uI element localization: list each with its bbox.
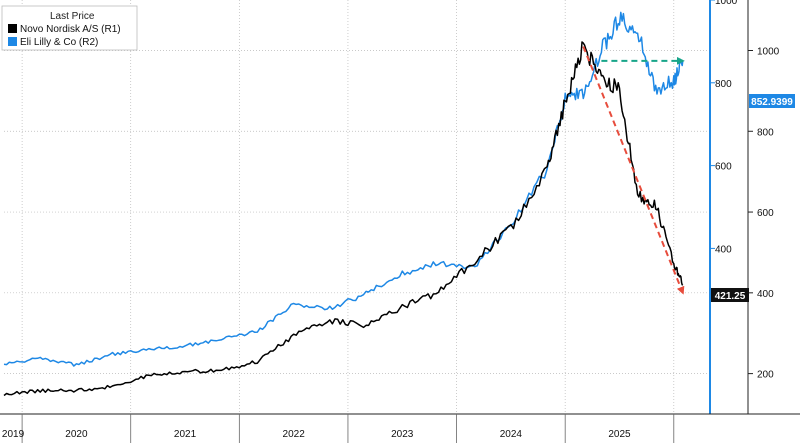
series-line-lilly: [3, 11, 684, 367]
tick-label-r2: 200: [757, 370, 774, 381]
year-label: 2019: [2, 429, 25, 440]
year-label: 2024: [500, 429, 523, 440]
year-label: 2020: [65, 429, 88, 440]
year-label: 2023: [391, 429, 414, 440]
last-value-tag-lilly: 852.9399: [749, 94, 795, 108]
series-layer: [3, 11, 684, 397]
legend: Last Price Novo Nordisk A/S (R1) Eli Lil…: [1, 5, 138, 51]
last-value-lilly: 852.9399: [751, 97, 793, 108]
grid-lines: [4, 0, 710, 414]
series-line-novo: [3, 41, 684, 397]
year-label: 2022: [283, 429, 306, 440]
tick-label-r1: 1000: [715, 0, 738, 7]
year-label: 2025: [608, 429, 631, 440]
legend-title: Last Price: [50, 11, 95, 22]
tick-label-r2: 600: [757, 208, 774, 219]
legend-label-novo: Novo Nordisk A/S (R1): [20, 24, 121, 35]
tick-label-r2: 400: [757, 289, 774, 300]
tick-label-r1: 400: [715, 244, 732, 255]
tick-label-r2: 1000: [757, 46, 780, 57]
legend-label-lilly: Eli Lilly & Co (R2): [20, 37, 98, 48]
annotation-trend-arrow: [582, 46, 685, 295]
last-value-novo: 421.25: [715, 291, 746, 302]
last-value-tag-novo: 421.25: [711, 288, 749, 302]
legend-swatch-lilly: [8, 37, 17, 46]
annotation-layer: [582, 46, 685, 295]
legend-swatch-novo: [8, 24, 17, 33]
tick-label-r1: 800: [715, 79, 732, 90]
year-label: 2021: [174, 429, 197, 440]
tick-label-r2: 800: [757, 127, 774, 138]
tick-label-r1: 600: [715, 162, 732, 173]
